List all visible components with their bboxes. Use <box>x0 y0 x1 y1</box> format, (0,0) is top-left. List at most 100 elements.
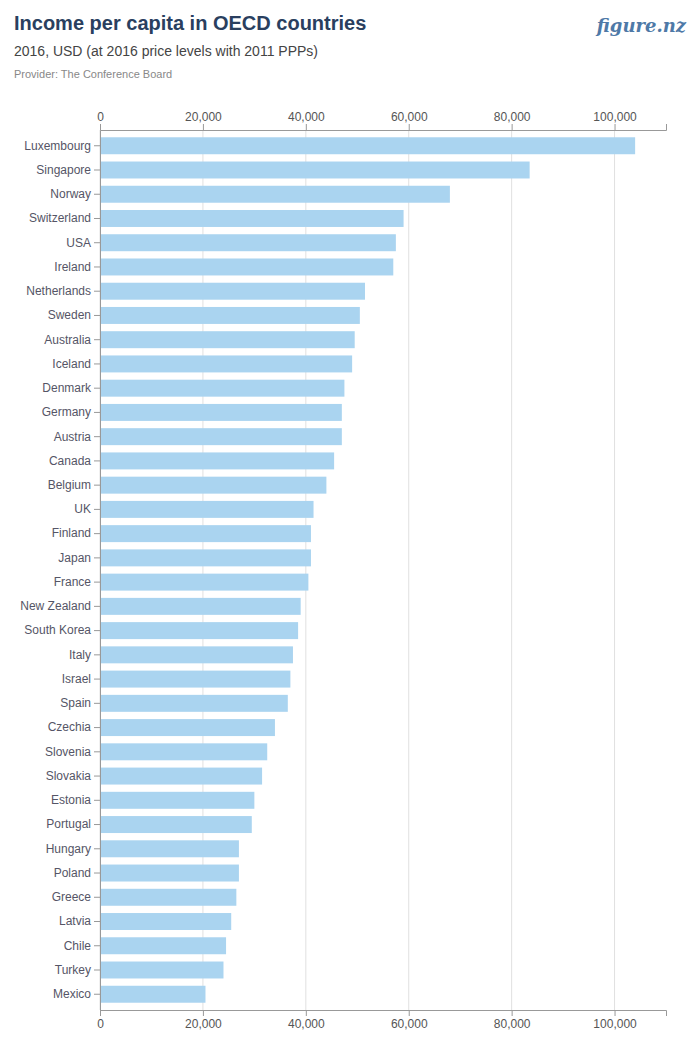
x-axis-line <box>101 1011 667 1017</box>
bar <box>100 792 254 809</box>
y-tick-label: Portugal <box>46 817 91 831</box>
x-tick-mark <box>203 1010 204 1016</box>
y-tick: UK <box>74 502 100 516</box>
grid-line <box>100 130 101 1010</box>
y-tick-label: Hungary <box>46 842 91 856</box>
y-tick-label: Iceland <box>52 357 91 371</box>
y-tick: Denmark <box>42 381 100 395</box>
y-tick: Singapore <box>36 163 100 177</box>
y-tick-label: Norway <box>50 187 91 201</box>
grid-line <box>511 130 512 1010</box>
y-tick-label: Latvia <box>59 914 91 928</box>
x-axis-line <box>101 124 667 131</box>
y-tick-label: Switzerland <box>29 211 91 225</box>
y-tick-mark <box>94 897 100 898</box>
x-tick: 40,000 <box>288 110 325 130</box>
y-tick-mark <box>94 751 100 752</box>
x-tick-mark <box>203 124 204 130</box>
y-tick: Greece <box>52 890 100 904</box>
y-tick-mark <box>94 145 100 146</box>
y-tick-label: South Korea <box>24 623 91 637</box>
x-tick: 0 <box>97 1010 104 1031</box>
y-tick: Belgium <box>48 478 100 492</box>
bar <box>100 452 334 469</box>
y-tick: Poland <box>54 866 100 880</box>
y-tick-label: Germany <box>42 405 91 419</box>
y-tick-mark <box>94 412 100 413</box>
provider: Provider: The Conference Board <box>14 68 172 80</box>
x-tick-mark <box>409 1010 410 1016</box>
y-tick-label: USA <box>66 236 91 250</box>
y-tick-label: Italy <box>69 648 91 662</box>
x-tick-mark <box>409 124 410 130</box>
bar <box>100 743 267 760</box>
x-tick-label: 80,000 <box>494 1017 531 1031</box>
y-tick: Estonia <box>51 793 100 807</box>
y-tick-mark <box>94 291 100 292</box>
bar <box>100 986 205 1003</box>
logo: figure.nz <box>595 15 687 36</box>
y-tick-label: Finland <box>52 526 91 540</box>
bar <box>100 719 275 736</box>
x-axis-bottom: 0 20,000 40,000 60,000 80,000 100,000 <box>97 1010 666 1031</box>
y-tick: Chile <box>64 939 100 953</box>
y-tick-label: Canada <box>49 454 91 468</box>
y-tick-mark <box>94 194 100 195</box>
y-tick-label: New Zealand <box>20 599 91 613</box>
x-tick-label: 0 <box>97 110 104 124</box>
bar <box>100 525 311 542</box>
y-tick-mark <box>94 654 100 655</box>
x-tick: 60,000 <box>391 110 428 130</box>
y-tick: Germany <box>42 405 100 419</box>
bar <box>100 816 252 833</box>
y-tick-mark <box>94 824 100 825</box>
y-tick: Japan <box>58 551 100 565</box>
y-tick: Italy <box>69 648 100 662</box>
bar <box>100 695 288 712</box>
y-tick-mark <box>94 800 100 801</box>
x-tick: 100,000 <box>593 1010 637 1031</box>
x-tick: 20,000 <box>185 1010 222 1031</box>
x-tick-mark <box>100 124 101 130</box>
x-tick: 40,000 <box>288 1010 325 1031</box>
y-tick-mark <box>94 727 100 728</box>
y-tick-mark <box>94 873 100 874</box>
y-tick: France <box>54 575 100 589</box>
y-tick-mark <box>94 363 100 364</box>
y-tick-label: Turkey <box>55 963 91 977</box>
bar <box>100 622 298 639</box>
y-tick-mark <box>94 170 100 171</box>
x-tick-label: 20,000 <box>185 110 222 124</box>
y-tick: Latvia <box>59 914 100 928</box>
y-tick: Iceland <box>52 357 100 371</box>
x-tick-mark <box>306 124 307 130</box>
y-tick: Luxembourg <box>24 139 100 153</box>
grid <box>100 130 615 1010</box>
y-tick: Austria <box>54 430 100 444</box>
bar <box>100 331 355 348</box>
y-tick-label: Netherlands <box>26 284 91 298</box>
bar <box>100 210 404 227</box>
y-tick-mark <box>94 533 100 534</box>
y-tick-label: Japan <box>58 551 91 565</box>
x-tick: 20,000 <box>185 110 222 130</box>
y-tick: USA <box>66 236 100 250</box>
y-tick-mark <box>94 703 100 704</box>
y-tick-mark <box>94 509 100 510</box>
y-tick: Czechia <box>48 720 100 734</box>
title: Income per capita in OECD countries <box>14 12 366 34</box>
x-tick: 0 <box>97 110 104 130</box>
bar <box>100 646 293 663</box>
y-tick-mark <box>94 970 100 971</box>
bar <box>100 283 365 300</box>
x-tick-mark <box>306 1010 307 1016</box>
x-tick-mark <box>615 1010 616 1016</box>
x-tick-mark <box>512 1010 513 1016</box>
grid-line <box>614 130 615 1010</box>
bar <box>100 234 396 251</box>
bar <box>100 404 342 421</box>
y-tick-mark <box>94 315 100 316</box>
x-tick-mark <box>100 1010 101 1016</box>
bar <box>100 913 231 930</box>
x-tick: 60,000 <box>391 1010 428 1031</box>
